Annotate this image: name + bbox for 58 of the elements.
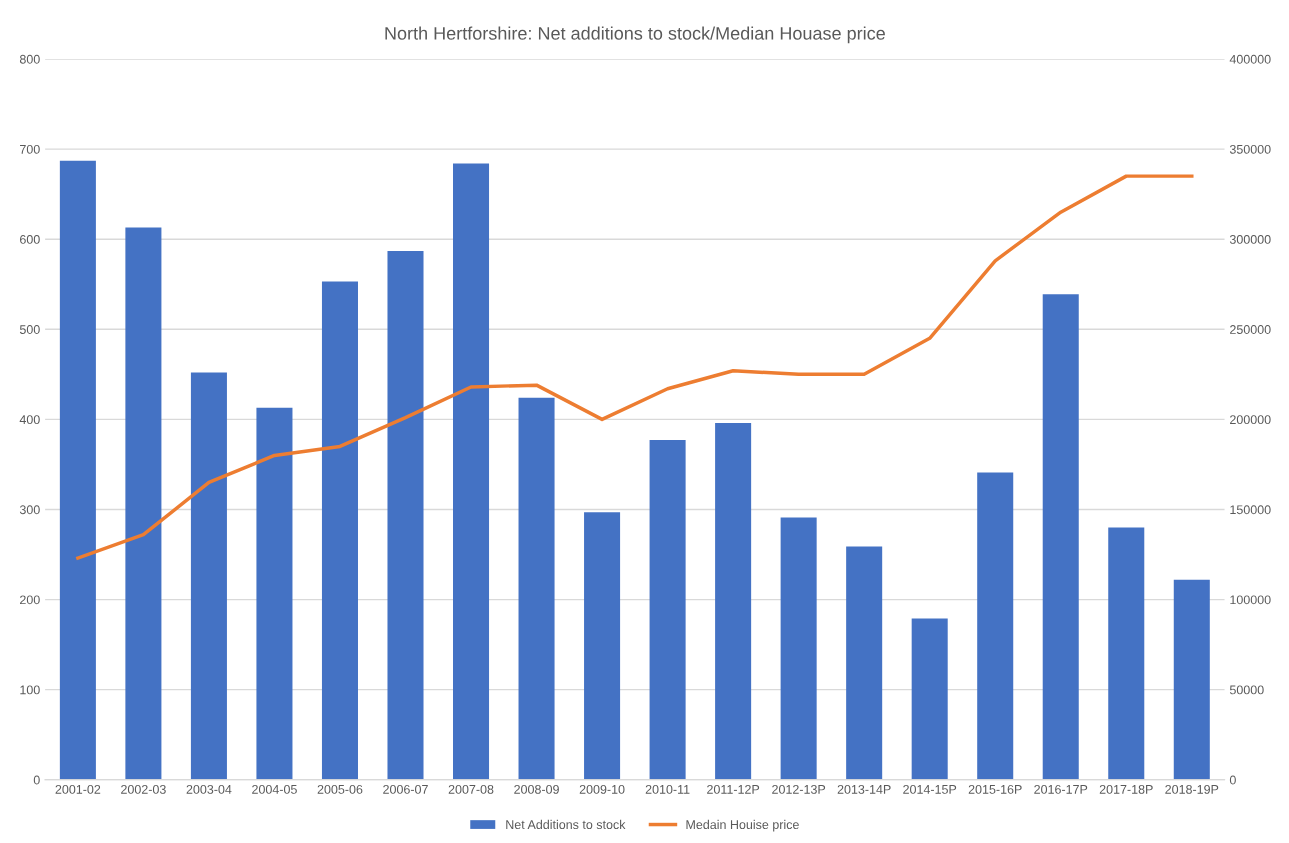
x-tick-label: 2013-14P bbox=[837, 784, 891, 794]
y-tick-label: 700 bbox=[20, 144, 40, 154]
bar bbox=[518, 397, 555, 780]
x-tick-label: 2004-05 bbox=[252, 784, 297, 794]
y2-tick-label: 250000 bbox=[1230, 325, 1271, 334]
bar bbox=[911, 618, 948, 780]
bar bbox=[1173, 579, 1210, 780]
x-tick-label: 2001-02 bbox=[55, 784, 101, 794]
y-tick-label: 600 bbox=[20, 235, 40, 244]
bar bbox=[649, 440, 686, 780]
y2-tick-label: 50000 bbox=[1229, 685, 1264, 695]
y2-tick-label: 100000 bbox=[1230, 595, 1271, 605]
x-tick-label: 2005-06 bbox=[317, 784, 363, 794]
y-tick-label: 400 bbox=[19, 415, 40, 425]
x-tick-label: 2014-15P bbox=[903, 784, 957, 794]
x-tick-label: 2016-17P bbox=[1034, 784, 1088, 794]
x-tick-label: 2012-13P bbox=[772, 784, 826, 794]
x-tick-label: 2002-03 bbox=[121, 784, 166, 794]
y-tick-label: 0 bbox=[33, 775, 40, 785]
x-tick-label: 2011-12P bbox=[707, 784, 760, 794]
chart-title: North Hertforshire: Net additions to stock/Median Houase price bbox=[385, 26, 885, 44]
x-tick-label: 2018-19P bbox=[1165, 784, 1219, 794]
x-tick-label: 2007-08 bbox=[448, 784, 494, 794]
y-tick-label: 800 bbox=[19, 54, 40, 64]
y2-tick-label: 0 bbox=[1229, 775, 1236, 785]
bar bbox=[1042, 294, 1079, 780]
y-tick-label: 200 bbox=[20, 595, 40, 605]
x-tick-label: 2015-16P bbox=[968, 784, 1022, 794]
y-tick-label: 300 bbox=[19, 505, 40, 515]
x-tick-label: 2017-18P bbox=[1099, 784, 1153, 794]
bar bbox=[1108, 527, 1145, 780]
y2-tick-label: 200000 bbox=[1230, 415, 1271, 425]
x-tick-label: 2009-10 bbox=[579, 784, 625, 794]
bar bbox=[977, 472, 1014, 780]
bar bbox=[715, 423, 752, 780]
y-tick-label: 500 bbox=[19, 325, 40, 334]
x-tick-label: 2008-09 bbox=[514, 784, 559, 794]
bar bbox=[780, 517, 817, 780]
x-tick-label: 2003-04 bbox=[186, 784, 232, 794]
y-tick-label: 100 bbox=[20, 685, 40, 695]
bar bbox=[190, 372, 227, 780]
legend-label: Net Additions to stock bbox=[506, 819, 626, 830]
x-tick-label: 2010-11 bbox=[645, 784, 690, 794]
y2-tick-label: 300000 bbox=[1229, 235, 1271, 244]
line-series bbox=[76, 174, 1194, 560]
bar bbox=[256, 407, 293, 780]
bar bbox=[387, 250, 424, 780]
bar bbox=[846, 546, 883, 780]
legend-label: Medain Houise price bbox=[686, 819, 799, 832]
bar bbox=[584, 512, 621, 780]
bar bbox=[321, 281, 358, 780]
bar bbox=[59, 160, 96, 780]
x-tick-label: 2006-07 bbox=[383, 784, 428, 794]
y2-tick-label: 400000 bbox=[1229, 54, 1271, 64]
y2-tick-label: 150000 bbox=[1230, 505, 1271, 515]
bar bbox=[125, 227, 162, 780]
y2-tick-label: 350000 bbox=[1229, 144, 1271, 154]
bar bbox=[453, 163, 490, 780]
